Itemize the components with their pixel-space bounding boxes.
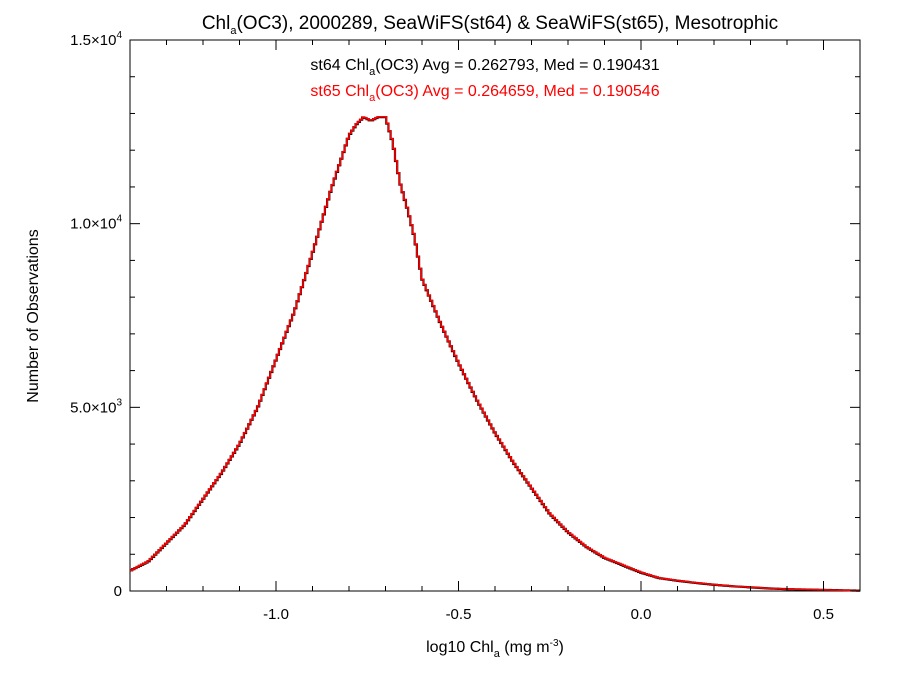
annotation-st65: st65 Chla(OC3) Avg = 0.264659, Med = 0.1… xyxy=(310,83,659,104)
annotation-st64: st64 Chla(OC3) Avg = 0.262793, Med = 0.1… xyxy=(310,57,659,78)
series-layer xyxy=(130,115,861,592)
x-tick-label-2: 0.0 xyxy=(631,606,652,623)
x-tick-label-0: -1.0 xyxy=(263,606,289,623)
chart-title: Chla(OC3), 2000289, SeaWiFS(st64) & SeaW… xyxy=(202,13,778,37)
x-axis-label: log10 Chla (mg m-3) xyxy=(426,638,564,660)
ticks-layer: -1.0 -0.5 0.0 0.5 0 5.0×103 1.0×104 1.5×104 xyxy=(70,30,861,623)
y-axis-label: Number of Observations xyxy=(25,229,42,402)
series-line-0 xyxy=(130,116,861,592)
y-tick-label-3: 1.5×104 xyxy=(70,30,122,49)
x-tick-label-1: -0.5 xyxy=(446,606,472,623)
y-tick-label-2: 1.0×104 xyxy=(70,214,122,233)
plot-frame xyxy=(129,39,861,592)
y-tick-label-1: 5.0×103 xyxy=(70,397,122,416)
x-tick-label-3: 0.5 xyxy=(813,606,834,623)
y-tick-label-0: 0 xyxy=(114,583,122,600)
series-line-1 xyxy=(130,115,861,592)
